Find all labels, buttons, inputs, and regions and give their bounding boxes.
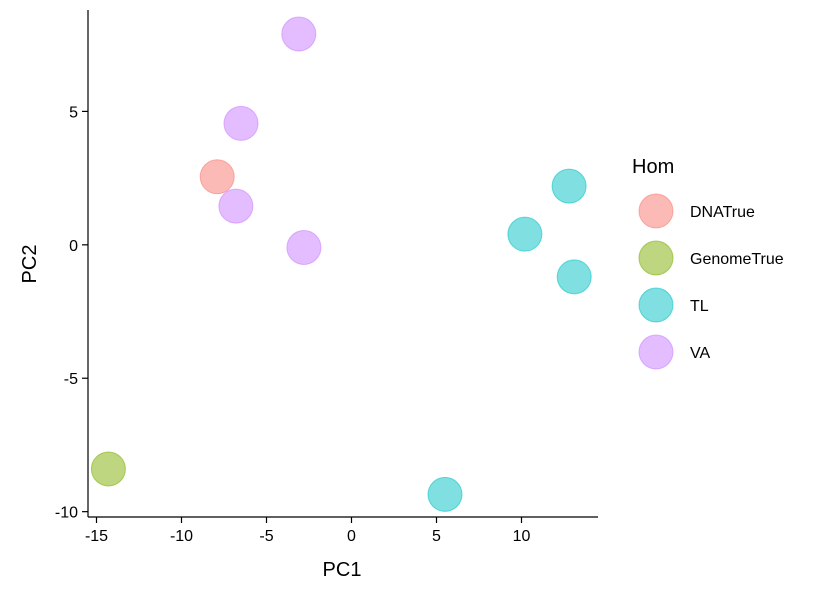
- y-tick-label: -5: [64, 371, 78, 388]
- legend-key-va: [638, 334, 674, 370]
- x-tick-label: 10: [513, 528, 531, 545]
- legend-title: Hom: [632, 156, 674, 178]
- legend-label-dnatrue: DNATrue: [690, 204, 755, 221]
- data-point-va: [286, 229, 322, 265]
- legend-label-genometrue: GenomeTrue: [690, 251, 784, 268]
- data-point-tl: [551, 168, 587, 204]
- y-axis-title: PC2: [19, 245, 41, 284]
- legend-key-tl: [638, 287, 674, 323]
- data-point-va: [218, 188, 254, 224]
- legend-key-dnatrue: [638, 193, 674, 229]
- x-tick-label: -15: [85, 528, 108, 545]
- y-tick-label: 5: [69, 104, 78, 121]
- x-tick-label: 0: [347, 528, 356, 545]
- data-point-genometrue: [90, 451, 126, 487]
- data-point-tl: [427, 476, 463, 512]
- legend: Hom DNATrue GenomeTrue TL VA: [632, 156, 784, 370]
- data-point-tl: [507, 216, 543, 252]
- legend-label-va: VA: [690, 345, 710, 362]
- data-point-va: [281, 16, 317, 52]
- x-tick-label: -5: [259, 528, 273, 545]
- x-tick-label: -10: [170, 528, 193, 545]
- data-point-tl: [556, 259, 592, 295]
- axes: -15 -10 -5 0 5 10 -10 -5 0 5: [55, 10, 598, 545]
- legend-key-genometrue: [638, 240, 674, 276]
- data-point-dnatrue: [199, 159, 235, 195]
- legend-label-tl: TL: [690, 298, 709, 315]
- x-axis-title: PC1: [323, 559, 362, 581]
- y-tick-label: -10: [55, 505, 78, 522]
- y-tick-label: 0: [69, 238, 78, 255]
- data-point-va: [223, 105, 259, 141]
- x-tick-label: 5: [432, 528, 441, 545]
- plot-area: [90, 16, 592, 512]
